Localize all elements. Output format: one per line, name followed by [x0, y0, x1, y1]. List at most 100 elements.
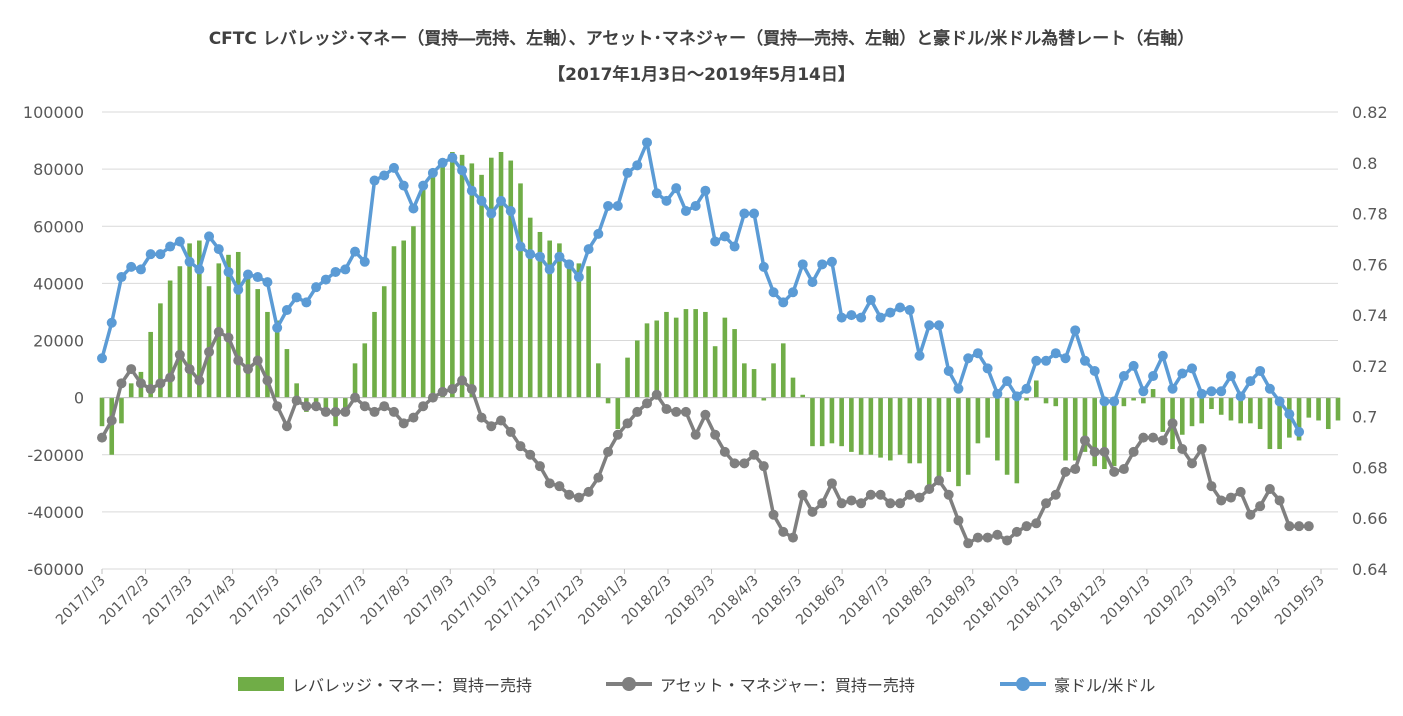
- bar: [1043, 397, 1049, 404]
- data-point: [194, 375, 205, 386]
- bar: [1218, 397, 1224, 415]
- y-right-tick-label: 0.64: [1352, 560, 1388, 579]
- legend-item-leveraged-money: レバレッジ・マネー：買持ー売持: [238, 672, 532, 696]
- y-right-tick-label: 0.66: [1352, 509, 1388, 528]
- bar: [1199, 397, 1205, 424]
- bar: [1335, 397, 1341, 421]
- bar: [732, 329, 737, 398]
- bar: [226, 254, 231, 398]
- bar: [518, 183, 523, 398]
- bar: [1004, 397, 1010, 475]
- legend-swatch-line: [1000, 674, 1046, 694]
- data-point: [447, 384, 458, 395]
- bar: [566, 260, 572, 398]
- data-point: [505, 426, 516, 437]
- data-point: [1041, 498, 1052, 509]
- gridlines: [102, 111, 1338, 570]
- data-point: [311, 401, 322, 412]
- bar: [586, 266, 591, 398]
- data-point: [330, 266, 341, 277]
- x-axis-ticks: 2017/1/32017/2/32017/3/32017/4/32017/5/3…: [53, 569, 1328, 635]
- data-point: [817, 259, 828, 270]
- data-point: [379, 401, 390, 412]
- data-point: [242, 269, 253, 280]
- data-point: [778, 526, 789, 537]
- data-point: [1206, 386, 1217, 397]
- legend-label: レバレッジ・マネー：買持ー売持: [292, 676, 533, 695]
- data-point: [496, 195, 507, 206]
- data-point: [1070, 325, 1081, 336]
- data-point: [963, 538, 974, 549]
- bar: [1238, 397, 1243, 424]
- legend-label: アセット・マネジャー：買持ー売持: [660, 676, 915, 695]
- bar: [1141, 397, 1146, 404]
- bar: [1189, 397, 1195, 427]
- bar: [742, 363, 747, 398]
- data-point: [1050, 348, 1061, 359]
- data-point: [593, 228, 604, 239]
- data-point: [1041, 355, 1052, 366]
- bar: [683, 309, 689, 398]
- data-point: [826, 478, 837, 489]
- bar: [1121, 397, 1127, 407]
- legend-item-asset-manager: アセット・マネジャー：買持ー売持: [606, 672, 915, 696]
- bar: [712, 346, 718, 398]
- data-point: [564, 489, 575, 500]
- bar: [557, 243, 562, 398]
- data-point: [155, 249, 166, 260]
- data-point: [1002, 535, 1013, 546]
- bar: [596, 363, 601, 398]
- data-point: [758, 461, 769, 472]
- data-point: [457, 375, 468, 386]
- bar: [625, 357, 630, 398]
- data-point: [1216, 386, 1227, 397]
- bar: [1024, 397, 1029, 401]
- data-point: [486, 208, 497, 219]
- data-point: [1031, 355, 1042, 366]
- data-point: [1167, 383, 1178, 394]
- data-point: [865, 489, 876, 500]
- bar: [420, 183, 426, 398]
- bar: [878, 397, 883, 458]
- data-point: [1177, 444, 1188, 455]
- data-point: [729, 458, 740, 469]
- bar: [897, 397, 903, 455]
- data-point: [632, 406, 643, 417]
- data-point: [418, 180, 429, 191]
- data-point: [466, 384, 477, 395]
- bar: [673, 317, 679, 398]
- bar: [294, 383, 299, 398]
- data-point: [612, 429, 623, 440]
- bar: [547, 240, 552, 398]
- data-point: [505, 206, 516, 217]
- data-point: [573, 272, 584, 283]
- data-point: [865, 294, 876, 305]
- y-left-tick-label: 80000: [33, 160, 84, 179]
- bar: [128, 383, 134, 398]
- y-right-tick-label: 0.78: [1352, 205, 1388, 224]
- bar: [148, 331, 153, 398]
- data-point: [690, 200, 701, 211]
- data-point: [1187, 363, 1198, 374]
- bar: [1179, 397, 1185, 435]
- bar: [1102, 397, 1107, 470]
- bar: [956, 397, 961, 487]
- data-point: [895, 302, 906, 313]
- data-point: [719, 446, 730, 457]
- data-point: [135, 264, 146, 275]
- bar: [1150, 389, 1156, 398]
- data-point: [174, 349, 185, 360]
- data-point: [1264, 383, 1275, 394]
- data-point: [1264, 484, 1275, 495]
- data-point: [1274, 396, 1285, 407]
- data-point: [1021, 383, 1032, 394]
- data-point: [350, 246, 361, 257]
- data-point: [97, 353, 107, 364]
- bar: [430, 169, 436, 398]
- data-point: [554, 481, 565, 492]
- bar: [1033, 380, 1039, 398]
- data-point: [817, 498, 828, 509]
- data-point: [1255, 501, 1266, 512]
- data-point: [311, 282, 322, 293]
- data-point: [992, 388, 1003, 399]
